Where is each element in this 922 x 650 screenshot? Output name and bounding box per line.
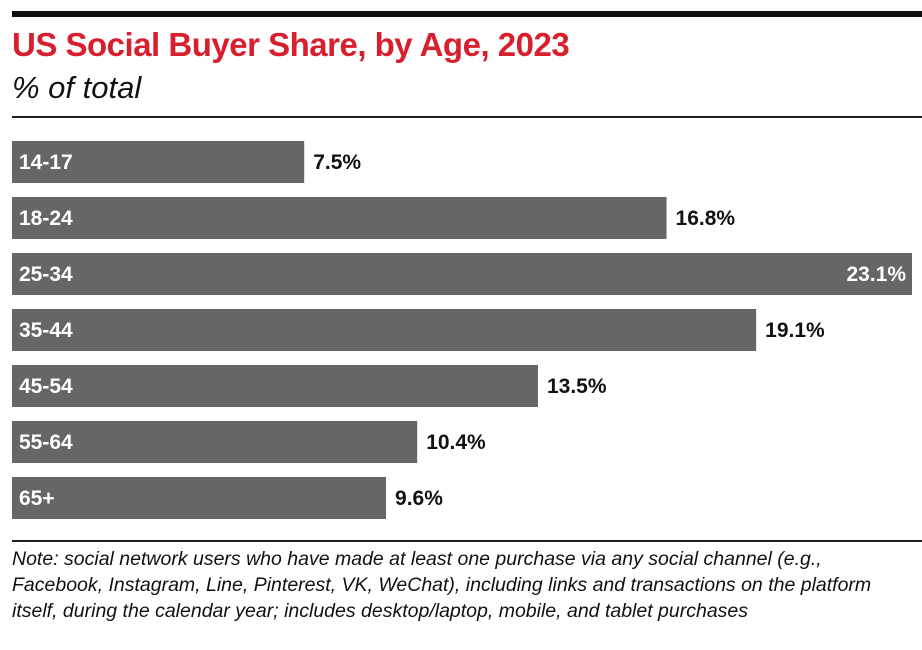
value-label: 10.4% bbox=[426, 431, 486, 454]
chart-subtitle: % of total bbox=[12, 70, 142, 105]
value-label: 16.8% bbox=[676, 207, 736, 230]
category-label: 65+ bbox=[19, 487, 55, 510]
value-label: 7.5% bbox=[313, 151, 361, 174]
value-label: 13.5% bbox=[547, 375, 607, 398]
bar-chart: 14-17 7.5% 18-24 16.8% 25-34 23.1% 35-44 19.1% 4… bbox=[12, 141, 912, 519]
value-label: 19.1% bbox=[765, 319, 825, 342]
bar-45-54 bbox=[12, 365, 538, 407]
bar-65+ bbox=[12, 477, 387, 519]
bar-18-24 bbox=[12, 197, 667, 239]
header-rule bbox=[12, 116, 922, 118]
category-label: 45-54 bbox=[19, 375, 73, 398]
chart-note: Note: social network users who have made… bbox=[12, 548, 872, 622]
bar-55-64 bbox=[12, 421, 418, 463]
value-label: 23.1% bbox=[846, 263, 906, 286]
category-label: 25-34 bbox=[19, 263, 73, 286]
category-label: 14-17 bbox=[19, 151, 73, 174]
bar-35-44 bbox=[12, 309, 757, 351]
category-label: 35-44 bbox=[19, 319, 73, 342]
top-rule bbox=[12, 11, 922, 17]
category-label: 18-24 bbox=[19, 207, 73, 230]
bar-14-17 bbox=[12, 141, 305, 183]
category-label: 55-64 bbox=[19, 431, 73, 454]
chart-title: US Social Buyer Share, by Age, 2023 bbox=[12, 26, 570, 63]
value-label: 9.6% bbox=[395, 487, 443, 510]
bar-25-34 bbox=[12, 253, 912, 295]
footer-rule bbox=[12, 540, 922, 542]
